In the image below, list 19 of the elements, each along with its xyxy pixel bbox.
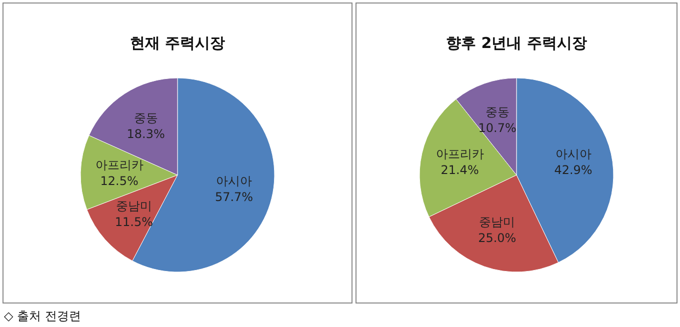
slice-label: 중남미 — [479, 214, 516, 229]
slice-label: 아시아 — [555, 147, 592, 162]
slice-label: 아프리카 — [436, 146, 484, 161]
slice-label: 아프리카 — [95, 158, 144, 172]
chart-title: 현재 주력시장 — [130, 34, 226, 52]
slice-label: 아시아 — [216, 174, 252, 188]
data-label: 11.5% — [114, 214, 154, 229]
chart-title: 향후 2년내 주력시장 — [446, 34, 587, 52]
data-label: 57.7% — [214, 190, 254, 204]
slice-label: 중동 — [134, 111, 158, 126]
text: ◇ 출처 전경련 — [4, 309, 81, 323]
data-label: 25.0% — [478, 230, 516, 245]
data-label: 18.3% — [126, 127, 165, 142]
slice-label: 중동 — [485, 105, 510, 120]
slice-label: 중남미 — [116, 198, 152, 213]
data-label: 21.4% — [440, 162, 479, 177]
data-label: 12.5% — [100, 174, 138, 188]
data-label: 42.9% — [554, 163, 592, 178]
data-label: 10.7% — [478, 121, 516, 136]
